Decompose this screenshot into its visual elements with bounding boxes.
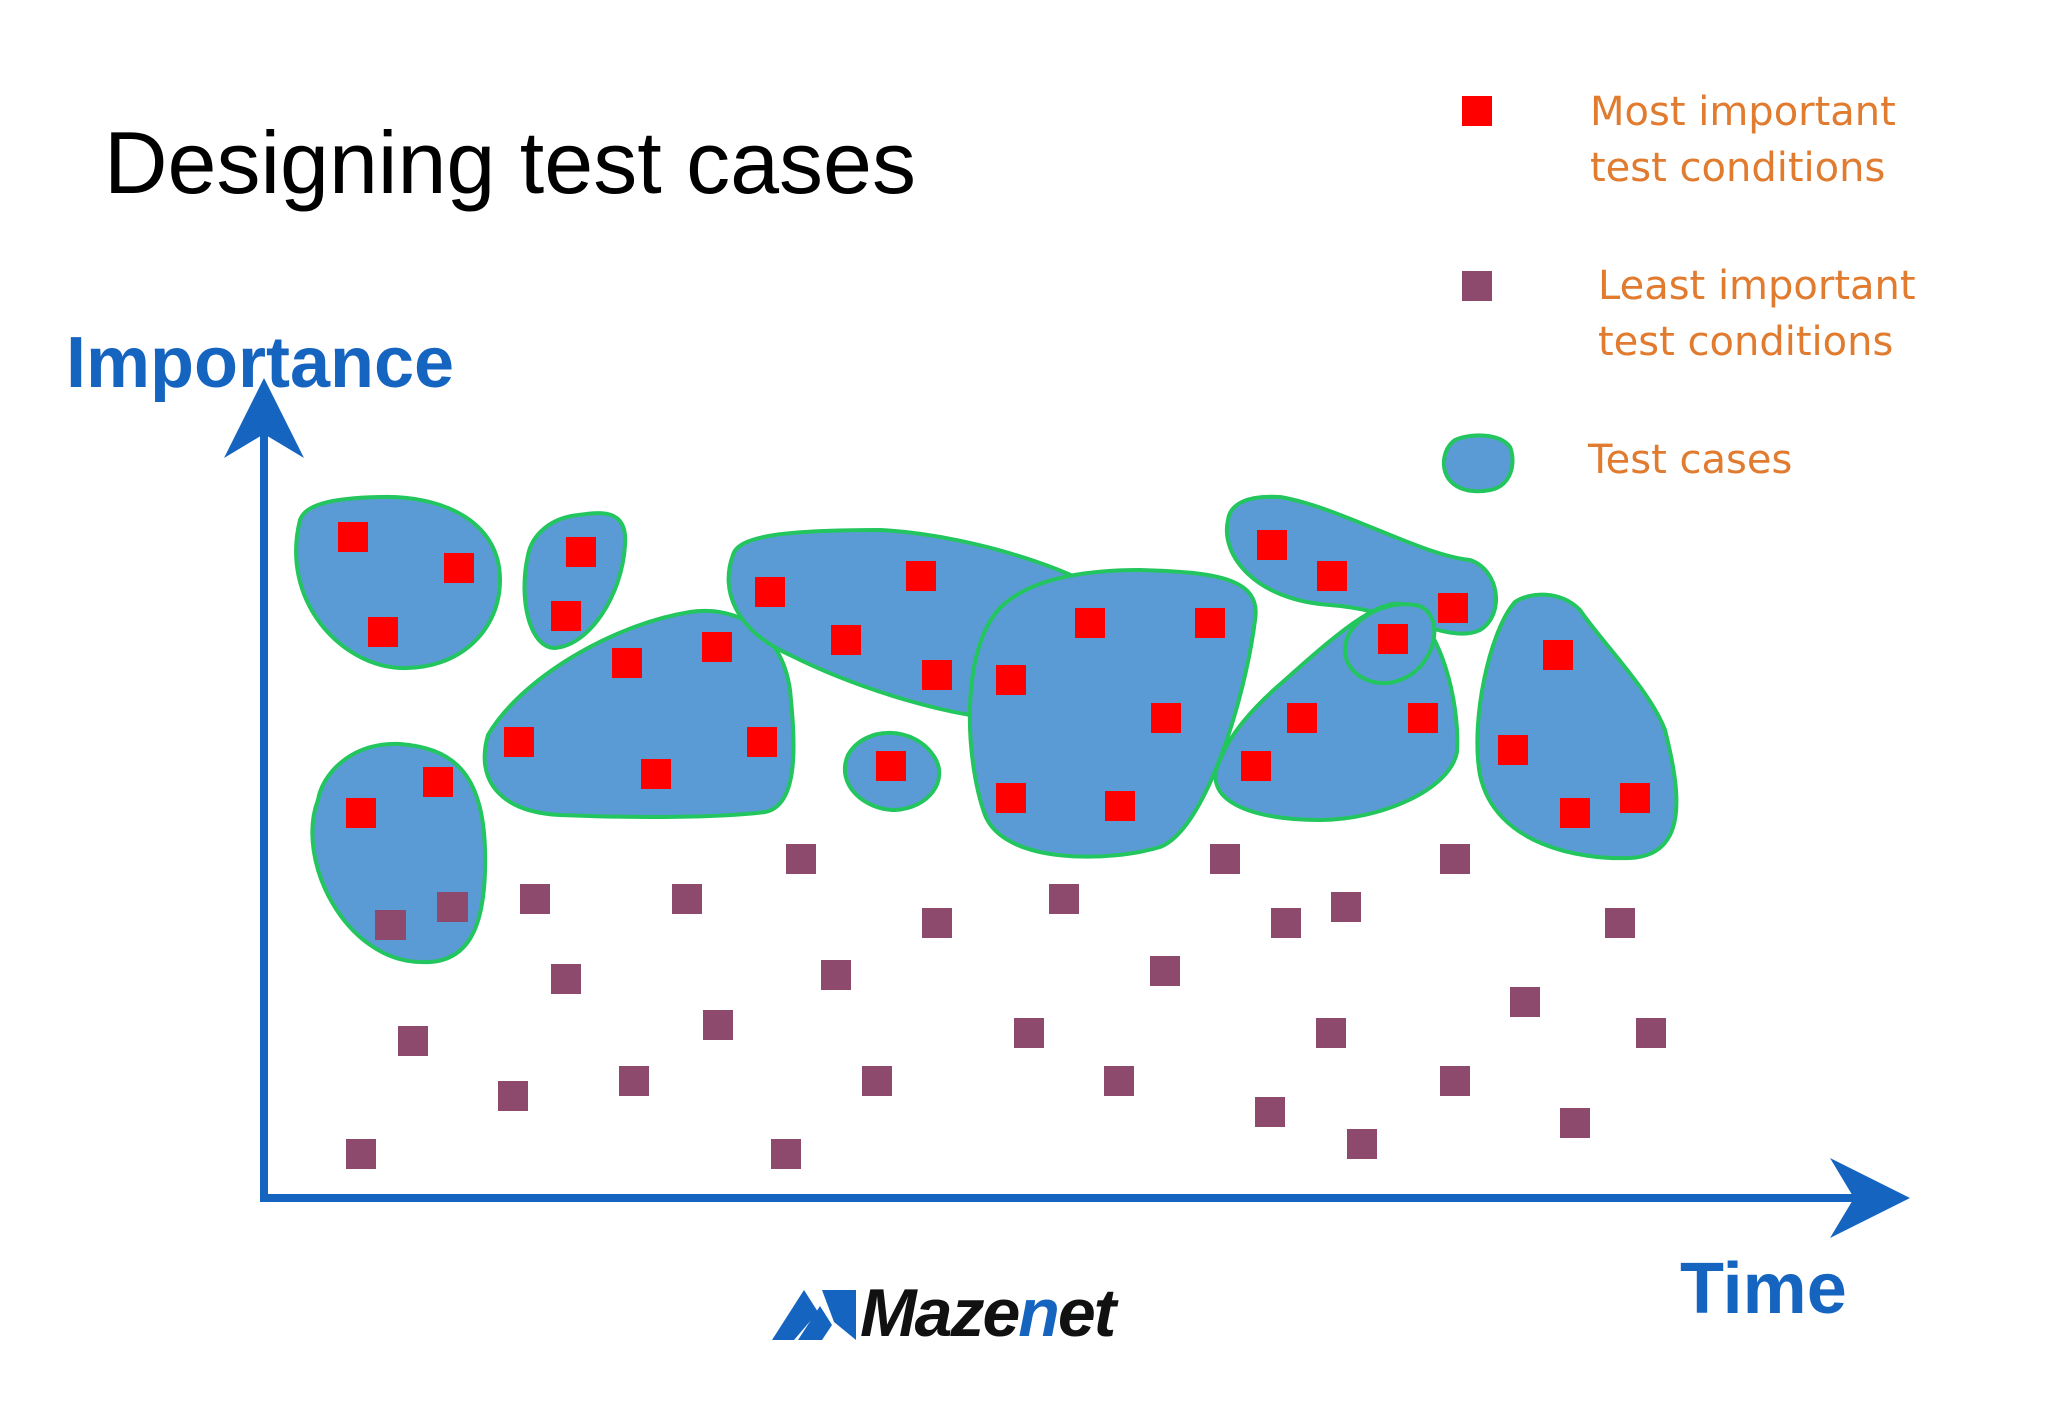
least-condition bbox=[1316, 1018, 1346, 1048]
most-condition bbox=[747, 727, 777, 757]
least-condition bbox=[1605, 908, 1635, 938]
legend-least-line1: Least important bbox=[1598, 263, 1916, 309]
most-condition bbox=[1241, 751, 1271, 781]
least-condition bbox=[703, 1010, 733, 1040]
most-condition bbox=[1151, 703, 1181, 733]
test-case-blob-8 bbox=[1224, 494, 1498, 636]
most-important-conditions bbox=[338, 522, 1650, 828]
least-condition bbox=[1014, 1018, 1044, 1048]
slide-title: Designing test cases bbox=[104, 113, 916, 212]
most-condition bbox=[1620, 783, 1650, 813]
legend-most-line1: Most important bbox=[1590, 89, 1896, 135]
least-condition bbox=[771, 1139, 801, 1169]
most-condition bbox=[876, 751, 906, 781]
most-condition bbox=[1498, 735, 1528, 765]
least-condition bbox=[922, 908, 952, 938]
least-condition bbox=[1255, 1097, 1285, 1127]
mazenet-logo-icon bbox=[772, 1290, 856, 1340]
least-condition bbox=[520, 884, 550, 914]
most-condition bbox=[996, 665, 1026, 695]
most-condition bbox=[1543, 640, 1573, 670]
most-condition bbox=[504, 727, 534, 757]
most-condition bbox=[1105, 791, 1135, 821]
most-condition bbox=[444, 553, 474, 583]
legend-most-label: Most important test conditions bbox=[1590, 84, 1896, 196]
least-condition bbox=[1331, 892, 1361, 922]
least-condition bbox=[551, 964, 581, 994]
most-condition bbox=[996, 783, 1026, 813]
least-condition bbox=[786, 844, 816, 874]
y-axis-label: Importance bbox=[66, 323, 455, 403]
most-condition bbox=[831, 625, 861, 655]
most-condition bbox=[346, 798, 376, 828]
legend-test-cases-label: Test cases bbox=[1588, 437, 1793, 483]
most-condition bbox=[551, 601, 581, 631]
most-condition bbox=[1195, 608, 1225, 638]
most-condition bbox=[423, 767, 453, 797]
least-important-conditions-overlap bbox=[376, 892, 467, 940]
most-condition bbox=[755, 577, 785, 607]
least-condition bbox=[1560, 1108, 1590, 1138]
most-condition bbox=[368, 617, 398, 647]
least-condition bbox=[1210, 844, 1240, 874]
most-condition bbox=[1560, 798, 1590, 828]
least-condition bbox=[821, 960, 851, 990]
least-condition bbox=[1347, 1129, 1377, 1159]
least-condition bbox=[376, 910, 406, 940]
most-condition bbox=[1075, 608, 1105, 638]
most-condition bbox=[1287, 703, 1317, 733]
test-cases-layer bbox=[294, 494, 1679, 965]
least-condition bbox=[498, 1081, 528, 1111]
test-case-blob-7 bbox=[967, 567, 1258, 859]
least-condition bbox=[619, 1066, 649, 1096]
least-important-conditions bbox=[346, 844, 1666, 1169]
mazenet-logo: Mazenet bbox=[772, 1275, 1132, 1352]
most-condition bbox=[641, 759, 671, 789]
legend-most-swatch bbox=[1462, 96, 1492, 126]
most-condition bbox=[1317, 561, 1347, 591]
legend-least-label: Least important test conditions bbox=[1598, 258, 1916, 370]
most-condition bbox=[1378, 624, 1408, 654]
least-condition bbox=[398, 1026, 428, 1056]
most-condition bbox=[612, 648, 642, 678]
most-condition bbox=[1408, 703, 1438, 733]
least-condition bbox=[1104, 1066, 1134, 1096]
legend-least-swatch bbox=[1462, 271, 1492, 301]
least-condition bbox=[1510, 987, 1540, 1017]
legend-least-line2: test conditions bbox=[1598, 319, 1894, 365]
least-condition bbox=[437, 892, 467, 922]
x-axis-label: Time bbox=[1680, 1249, 1847, 1329]
test-case-blob-3 bbox=[482, 608, 796, 819]
most-condition bbox=[1257, 530, 1287, 560]
least-condition bbox=[1636, 1018, 1666, 1048]
most-condition bbox=[566, 537, 596, 567]
most-condition bbox=[338, 522, 368, 552]
least-condition bbox=[862, 1066, 892, 1096]
most-condition bbox=[1438, 593, 1468, 623]
most-condition bbox=[906, 561, 936, 591]
legend-test-case-swatch bbox=[1441, 433, 1515, 494]
least-condition bbox=[1150, 956, 1180, 986]
mazenet-logo-text: Mazenet bbox=[860, 1275, 1116, 1351]
least-condition bbox=[672, 884, 702, 914]
most-condition bbox=[922, 660, 952, 690]
least-condition bbox=[1440, 844, 1470, 874]
least-condition bbox=[346, 1139, 376, 1169]
most-condition bbox=[702, 632, 732, 662]
test-case-blob-2 bbox=[522, 511, 628, 651]
least-condition bbox=[1271, 908, 1301, 938]
legend-most-line2: test conditions bbox=[1590, 145, 1886, 191]
least-condition bbox=[1049, 884, 1079, 914]
least-condition bbox=[1440, 1066, 1470, 1096]
